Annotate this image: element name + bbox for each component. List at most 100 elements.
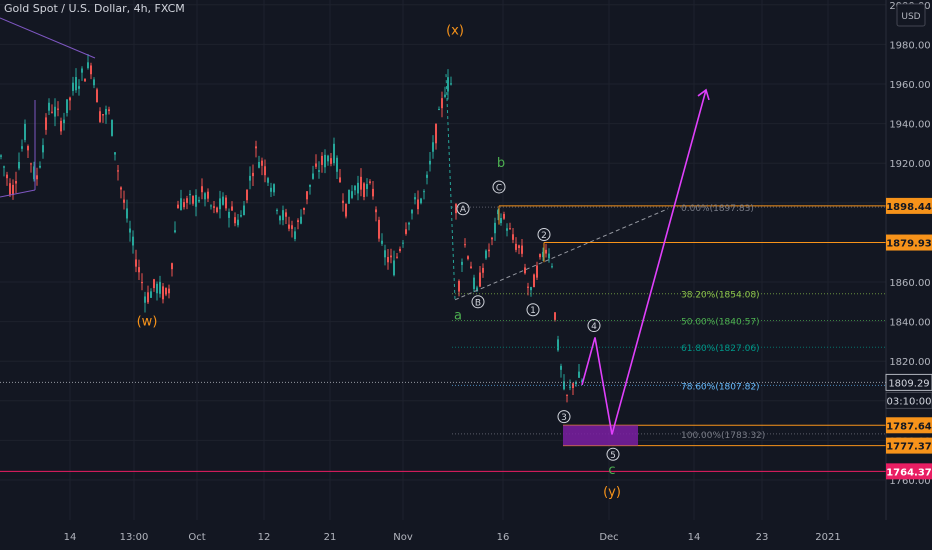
candle-body <box>186 198 188 203</box>
candle-body <box>560 365 562 370</box>
candle-body <box>288 224 290 229</box>
time-tick-label: 21 <box>324 532 337 543</box>
candle-body <box>306 191 308 200</box>
candle-body <box>18 162 20 169</box>
candle-body <box>135 259 137 267</box>
candle-body <box>129 228 131 233</box>
candle-body <box>494 222 496 234</box>
fib-level-label: 61.80%(1827.06) <box>681 344 760 354</box>
candle-body <box>276 209 278 212</box>
candle-body <box>524 267 526 274</box>
price-tick-label: 1980.00 <box>889 40 930 51</box>
circled-label: B <box>475 298 481 308</box>
time-tick-label: Dec <box>599 532 618 543</box>
candle-body <box>426 174 428 178</box>
channel-line <box>0 17 96 59</box>
candle-body <box>512 234 514 240</box>
fib-level-label: 100.00%(1783.32) <box>681 431 765 441</box>
candle-body <box>473 277 475 289</box>
target-zone <box>563 425 638 446</box>
candle-body <box>108 109 110 111</box>
candle-body <box>168 288 170 294</box>
candle-body <box>479 272 481 287</box>
candle-body <box>321 155 323 165</box>
overlays <box>0 17 886 472</box>
candle-body <box>408 222 410 225</box>
price-tick-label: 1920.00 <box>889 159 930 170</box>
candle-body <box>99 111 101 122</box>
candle-body <box>123 199 125 203</box>
wave-label: a <box>454 309 462 324</box>
candle-body <box>36 175 38 180</box>
candle-body <box>270 187 272 192</box>
price-axis: 2000.001980.001960.001940.001920.001900.… <box>885 1 932 487</box>
candle-body <box>198 199 200 202</box>
candle-body <box>258 162 260 168</box>
candle-body <box>405 229 407 234</box>
candle-body <box>39 165 41 168</box>
candle-body <box>482 267 484 273</box>
candle-body <box>126 208 128 219</box>
candle-body <box>147 292 149 303</box>
circled-label: C <box>496 183 502 193</box>
price-tick-label: 1960.00 <box>889 80 930 91</box>
candle-body <box>330 158 332 164</box>
circled-label-ring <box>537 227 551 241</box>
wave-labels: 0.00%(1897.83) 38.20%(1854.08) 50.00%(1840… <box>137 24 766 500</box>
candle-body <box>542 251 544 258</box>
candle-body <box>222 196 224 205</box>
candle-body <box>117 170 119 172</box>
candle-body <box>569 386 571 388</box>
candle-body <box>566 394 568 396</box>
candle-body <box>303 207 305 211</box>
candle-body <box>24 123 26 141</box>
candle-body <box>578 371 580 378</box>
candle-body <box>354 185 356 191</box>
candle-body <box>438 109 440 111</box>
candle-body <box>243 205 245 216</box>
candle-body <box>204 193 206 200</box>
circled-label-ring <box>492 180 506 194</box>
candle-body <box>66 99 68 113</box>
candle-body <box>348 189 350 204</box>
candle-body <box>63 119 65 124</box>
candle-body <box>273 184 275 193</box>
candle-body <box>503 214 505 219</box>
candle-body <box>366 183 368 189</box>
candle-body <box>60 120 62 132</box>
candle-body <box>174 230 176 233</box>
wave-label: (y) <box>603 485 621 500</box>
candle-body <box>378 219 380 239</box>
currency-badge[interactable]: USD <box>901 12 920 22</box>
candle-body <box>372 188 374 197</box>
candle-body <box>81 68 83 73</box>
candle-body <box>551 266 553 268</box>
candle-body <box>45 117 47 130</box>
price-tick-label: 1760.00 <box>889 476 930 487</box>
candle-body <box>90 65 92 75</box>
circled-label: 1 <box>530 306 536 316</box>
price-tick-label: 1940.00 <box>889 120 930 131</box>
candle-body <box>264 166 266 176</box>
candle-body <box>57 108 59 110</box>
candle-body <box>435 124 437 144</box>
price-line-label: 1777.37 <box>886 442 932 453</box>
candle-body <box>423 191 425 193</box>
candle-body <box>111 120 113 136</box>
candle-body <box>396 256 398 258</box>
candle-body <box>312 173 314 179</box>
candle-body <box>345 203 347 217</box>
candle-body <box>216 207 218 213</box>
time-tick-label: 14 <box>64 532 77 543</box>
candle-body <box>210 205 212 207</box>
candle-body <box>363 183 365 198</box>
circled-label-ring <box>606 447 620 461</box>
price-tick-label: 1820.00 <box>889 357 930 368</box>
wave-label: b <box>497 156 505 171</box>
candle-body <box>545 249 547 254</box>
candle-body <box>533 274 535 288</box>
candle-body <box>78 86 80 89</box>
candle-body <box>189 193 191 196</box>
trend-line <box>454 208 669 301</box>
